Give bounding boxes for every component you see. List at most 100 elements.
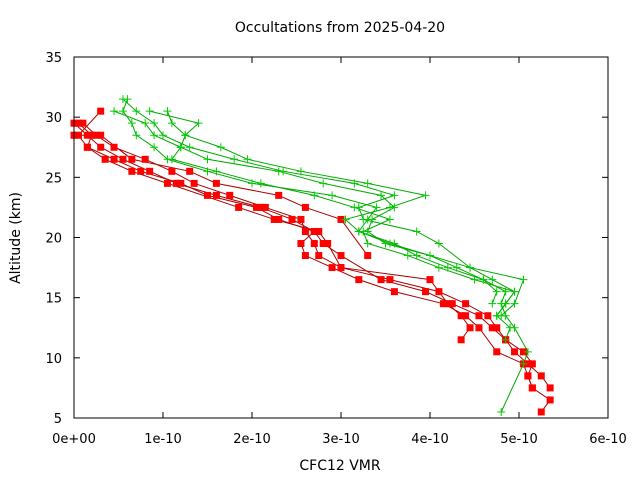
series-line-3 [77, 110, 471, 341]
data-point [212, 191, 220, 199]
data-point [319, 240, 327, 248]
data-point [128, 167, 136, 175]
data-point [493, 348, 501, 356]
x-tick-label: 3e-10 [322, 432, 360, 447]
data-point [168, 167, 176, 175]
data-point [510, 287, 519, 296]
data-point [421, 191, 430, 200]
data-point [141, 119, 150, 128]
data-point [363, 179, 372, 188]
data-point [83, 143, 91, 151]
data-point [524, 372, 532, 380]
data-point [439, 300, 447, 308]
x-axis-label: CFC12 VMR [299, 458, 381, 474]
data-point [350, 179, 359, 188]
data-point [519, 275, 528, 284]
data-point [177, 179, 185, 187]
data-point [203, 167, 212, 176]
data-point [150, 119, 159, 128]
data-point [462, 300, 470, 308]
data-point [403, 251, 412, 260]
data-point [426, 251, 434, 260]
data-point [146, 167, 154, 175]
data-point [350, 203, 359, 212]
data-point [452, 263, 461, 272]
series-line-0 [82, 122, 551, 413]
data-point [484, 312, 492, 320]
data-point [355, 276, 363, 284]
data-point [426, 276, 434, 284]
data-point [176, 143, 185, 152]
data-point [511, 348, 519, 356]
data-point [523, 347, 532, 356]
data-point [163, 179, 171, 187]
data-point [412, 227, 421, 236]
data-point [479, 275, 488, 284]
y-tick-label: 5 [54, 412, 62, 427]
data-point [186, 167, 194, 175]
data-point [385, 215, 394, 224]
data-point [310, 191, 319, 200]
data-point [519, 348, 527, 356]
x-tick-label: 4e-10 [411, 432, 449, 447]
data-point [275, 191, 283, 199]
data-point [359, 215, 368, 224]
y-tick-label: 30 [45, 111, 62, 126]
data-point [546, 384, 554, 392]
data-point [364, 252, 372, 260]
data-point [475, 312, 483, 320]
data-point [492, 311, 501, 320]
data-point [385, 203, 394, 212]
data-point [315, 227, 323, 235]
data-point [435, 288, 443, 296]
data-point [528, 384, 536, 392]
data-point [190, 179, 198, 187]
x-tick-label: 0e+00 [52, 432, 96, 447]
y-axis-label: Altitude (km) [8, 192, 24, 284]
data-point [167, 155, 176, 164]
data-point [185, 143, 194, 152]
data-point [83, 131, 91, 139]
data-point [310, 227, 318, 235]
data-point [434, 239, 443, 248]
data-point [422, 288, 430, 296]
data-point [181, 131, 190, 140]
data-point [434, 263, 443, 272]
data-point [110, 107, 119, 116]
x-axis: 0e+00 1e-10 2e-10 3e-10 4e-10 5e-10 6e-10 [52, 57, 627, 447]
data-point [337, 252, 345, 260]
data-point [301, 252, 309, 260]
data-point [457, 312, 465, 320]
data-point [359, 227, 368, 236]
data-point [79, 119, 87, 127]
data-point [261, 203, 269, 211]
data-point [275, 215, 283, 223]
data-point [501, 299, 510, 308]
data-point [372, 203, 381, 212]
data-point [337, 215, 345, 223]
data-point [497, 407, 506, 416]
y-tick-label: 35 [45, 51, 62, 66]
series-line-7 [122, 98, 525, 317]
data-point [252, 203, 260, 211]
data-point [466, 324, 474, 332]
data-point [341, 215, 350, 224]
data-point [448, 300, 456, 308]
data-point [328, 191, 337, 200]
data-point [74, 119, 82, 127]
series-markers [70, 95, 554, 416]
data-point [493, 324, 501, 332]
data-point [296, 167, 305, 176]
data-point [216, 143, 225, 152]
data-point [386, 276, 394, 284]
data-point [310, 240, 318, 248]
data-point [119, 155, 127, 163]
data-point [528, 360, 536, 368]
data-point [110, 155, 118, 163]
data-point [328, 264, 336, 272]
data-point [501, 287, 510, 296]
data-point [145, 107, 154, 116]
data-point [150, 143, 159, 152]
y-tick-label: 25 [45, 171, 62, 186]
